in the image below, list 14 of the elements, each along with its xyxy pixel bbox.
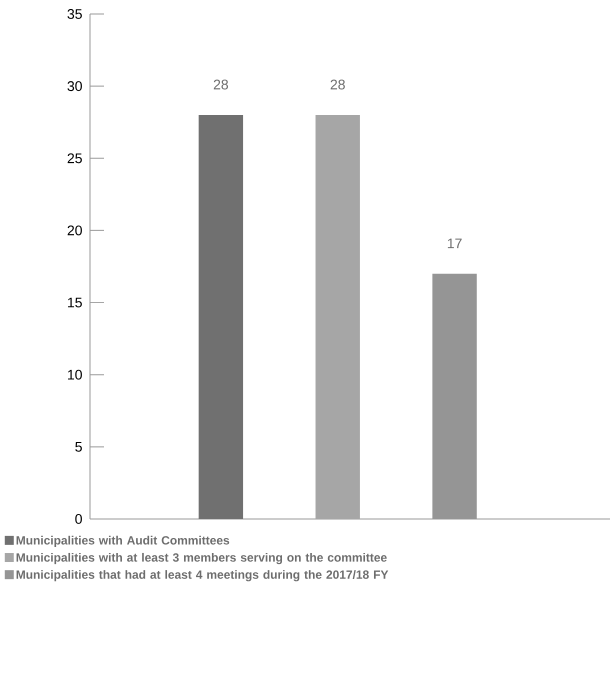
legend-label: Municipalities with at least 3 members serving on the committee: [16, 552, 387, 564]
data-label: 17: [448, 238, 462, 248]
y-tick-label: 30: [67, 81, 82, 92]
y-tick-label: 5: [75, 442, 82, 452]
y-tick-label: 0: [75, 514, 82, 524]
y-tick-label: 10: [68, 370, 82, 380]
data-label: 28: [214, 80, 228, 90]
y-tick-label: 15: [68, 298, 82, 308]
y-tick-label: 20: [68, 225, 82, 236]
y-tick-label: 25: [68, 153, 82, 164]
legend-label: Municipalities with Audit Committees: [16, 536, 230, 547]
legend-label: Municipalities that had at least 4 meetings during the 2017/18 FY: [16, 570, 388, 582]
data-label: 28: [330, 80, 345, 90]
y-tick-label: 35: [67, 9, 82, 19]
